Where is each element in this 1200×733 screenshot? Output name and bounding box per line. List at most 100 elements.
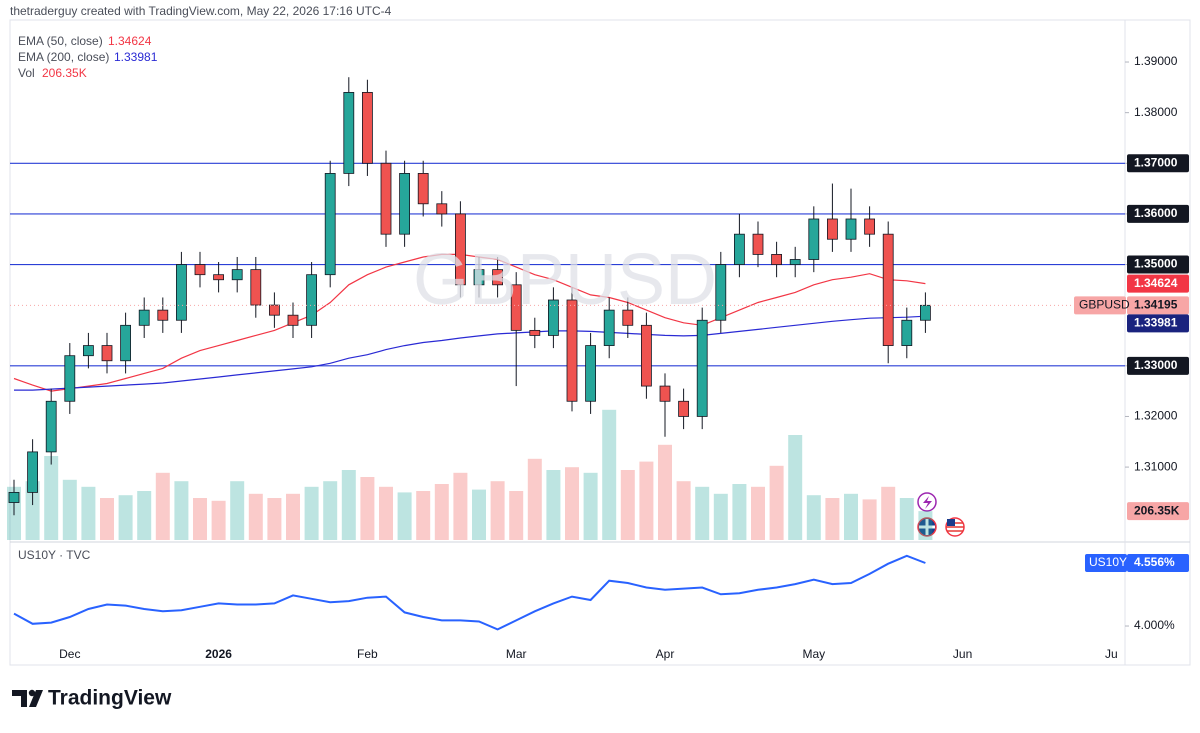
volume-bar <box>360 477 375 540</box>
volume-bar <box>62 479 77 540</box>
volume-bar <box>211 500 226 540</box>
volume-bar <box>81 486 96 540</box>
candle-body <box>250 269 262 306</box>
candle-body <box>436 203 448 215</box>
volume-bar <box>695 486 710 540</box>
y-tick-label: 1.36000 <box>1134 206 1178 220</box>
y-tick-label: 1.38000 <box>1134 105 1178 119</box>
event-icon-bolt <box>923 496 932 509</box>
symbol-tag-label: GBPUSD <box>1079 297 1130 311</box>
candle-body <box>101 345 113 362</box>
watermark: GBPUSD <box>413 240 717 320</box>
volume-bar <box>137 491 152 540</box>
level-tag <box>1127 204 1189 223</box>
volume-bar <box>639 461 654 540</box>
x-tick-label: Jun <box>953 647 972 661</box>
chart-frame <box>9 19 1191 666</box>
candle-body <box>138 309 150 326</box>
us10y-tag-label: 4.556% <box>1134 555 1175 569</box>
x-tick-label: Dec <box>59 647 80 661</box>
x-tick-label: 2026 <box>205 647 232 661</box>
x-tick-label: Mar <box>506 647 527 661</box>
volume-bar <box>341 470 356 540</box>
volume-bar <box>881 486 896 540</box>
volume-bar <box>472 489 486 540</box>
lower-pane-title: US10Y · TVC <box>18 548 91 562</box>
candle-body <box>678 400 689 417</box>
candle-body <box>399 173 411 235</box>
volume-bar <box>658 444 672 540</box>
volume-bar <box>862 499 877 540</box>
candle-body <box>27 451 39 493</box>
caption: thetraderguy created with TradingView.co… <box>10 4 392 18</box>
legend-value: 206.35K <box>42 66 87 80</box>
volume-bar <box>397 492 412 540</box>
legend-name: Vol <box>18 66 35 80</box>
volume-bar <box>286 493 300 540</box>
volume-bar <box>453 472 468 540</box>
volume-bar <box>323 481 338 540</box>
candle-body <box>789 259 801 265</box>
candle-body <box>194 264 206 276</box>
volume-bar <box>25 481 40 540</box>
brand-logo <box>28 689 36 697</box>
candle-body <box>864 218 875 235</box>
volume-bar <box>155 472 170 540</box>
y-tick-label: 1.33000 <box>1134 358 1178 372</box>
volume-bar <box>44 456 59 540</box>
volume-bar <box>788 435 803 540</box>
candle-body <box>120 324 131 362</box>
volume-bar <box>769 465 784 540</box>
volume-bar <box>806 495 821 540</box>
level-tag <box>1127 255 1189 274</box>
volume-bar <box>825 498 840 540</box>
volume-bar <box>267 498 282 540</box>
flag-uk-cross <box>919 519 935 535</box>
price-tag <box>1127 314 1189 333</box>
y2-tick-label: 4.000% <box>1134 618 1175 632</box>
x-tick-label: Apr <box>656 647 675 661</box>
x-tick-label: Ju <box>1105 647 1118 661</box>
brand-name: TradingView <box>48 687 172 710</box>
ema-line <box>13 253 926 392</box>
level-tag <box>1127 154 1189 173</box>
volume-bar <box>490 481 505 540</box>
candle-body <box>380 162 392 235</box>
volume-bar <box>509 491 524 540</box>
candle-body <box>83 345 94 357</box>
candle-body <box>324 173 336 276</box>
volume-bar <box>248 493 263 540</box>
event-icons <box>917 492 965 537</box>
brand-logo <box>12 690 27 707</box>
legend-name: EMA (200, close) <box>18 50 109 64</box>
candle-body <box>213 274 225 281</box>
volume-bar <box>379 486 393 540</box>
volume-bar <box>751 486 765 540</box>
candle-body <box>845 218 857 240</box>
candle-body <box>920 304 931 321</box>
candle-body <box>454 213 466 286</box>
symbol-tag <box>1074 296 1126 315</box>
volume-bar <box>844 493 858 540</box>
candle-body <box>603 309 615 346</box>
volume-bar <box>602 409 617 540</box>
volume-bar <box>676 481 691 540</box>
flag-us-canton <box>947 519 955 526</box>
candle-body <box>641 324 652 387</box>
candle-body <box>548 299 559 336</box>
candle-body <box>473 269 485 286</box>
volume-bar <box>713 493 728 540</box>
candle-body <box>715 264 727 321</box>
y-tick-label: 1.32000 <box>1134 409 1178 423</box>
legend-value: 1.34624 <box>108 34 152 48</box>
volume-tag-label: 206.35K <box>1134 503 1180 517</box>
candle-body <box>566 299 578 402</box>
y-tick-label: 1.39000 <box>1134 54 1178 68</box>
candle-body <box>585 345 596 402</box>
candle-body <box>734 233 745 265</box>
candle-body <box>510 284 522 331</box>
volume-bar <box>434 484 449 540</box>
candle-body <box>343 92 355 174</box>
price-tag-label: 1.34624 <box>1134 276 1178 290</box>
